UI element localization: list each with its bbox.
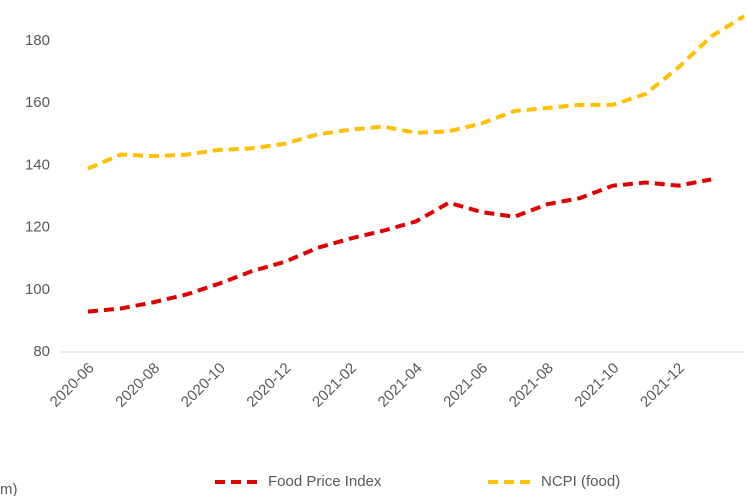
x-tick-label: 2021-10 [571, 360, 622, 411]
series-line [87, 177, 712, 314]
legend-label: NCPI (food) [541, 473, 620, 490]
series-line [87, 14, 746, 171]
x-tick-label: 2020-06 [47, 360, 98, 411]
x-tick-label: 2021-08 [506, 360, 557, 411]
y-tick-label: 160 [25, 94, 50, 111]
y-tick-label: 80 [33, 343, 50, 360]
legend-label: Food Price Index [268, 473, 382, 490]
y-tick-label: 100 [25, 281, 50, 298]
y-tick-label: 180 [25, 32, 50, 49]
y-tick-label: 140 [25, 156, 50, 173]
x-tick-label: 2021-06 [440, 360, 491, 411]
note: m) [0, 481, 18, 496]
x-tick-label: 2020-10 [178, 360, 229, 411]
x-tick-label: 2020-08 [112, 360, 163, 411]
x-tick-label: 2021-04 [375, 360, 426, 411]
x-tick-label: 2021-12 [637, 360, 688, 411]
x-tick-label: 2020-12 [243, 360, 294, 411]
x-tick-label: 2021-02 [309, 360, 360, 411]
y-tick-label: 120 [25, 219, 50, 236]
